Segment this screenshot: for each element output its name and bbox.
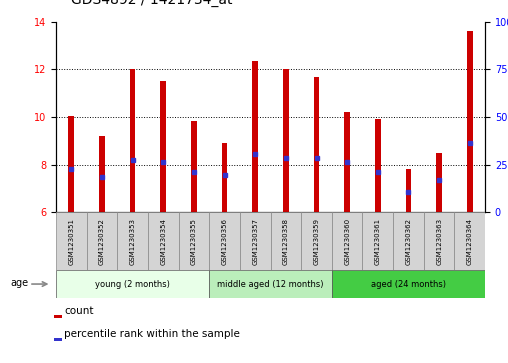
Text: GSM1230354: GSM1230354 — [160, 218, 166, 265]
Text: GSM1230353: GSM1230353 — [130, 218, 136, 265]
Bar — [209, 270, 332, 298]
Bar — [375, 119, 380, 212]
Text: GSM1230352: GSM1230352 — [99, 218, 105, 265]
Text: GDS4892 / 1421734_at: GDS4892 / 1421734_at — [71, 0, 233, 7]
Bar — [455, 212, 485, 270]
Bar — [86, 212, 117, 270]
Text: GSM1230361: GSM1230361 — [375, 218, 381, 265]
Bar — [209, 212, 240, 270]
Text: young (2 months): young (2 months) — [95, 280, 170, 289]
Text: GSM1230364: GSM1230364 — [467, 218, 473, 265]
Bar — [332, 212, 363, 270]
Text: GSM1230357: GSM1230357 — [252, 218, 258, 265]
Bar — [283, 69, 289, 212]
Bar — [252, 61, 258, 212]
Bar — [161, 81, 166, 212]
Text: percentile rank within the sample: percentile rank within the sample — [64, 329, 240, 339]
Bar — [178, 212, 209, 270]
Text: GSM1230355: GSM1230355 — [191, 218, 197, 265]
Text: GSM1230360: GSM1230360 — [344, 218, 350, 265]
Text: aged (24 months): aged (24 months) — [371, 280, 446, 289]
Text: count: count — [64, 306, 93, 317]
Bar — [69, 116, 74, 212]
Text: middle aged (12 months): middle aged (12 months) — [217, 280, 324, 289]
Bar — [54, 315, 62, 318]
Bar — [332, 270, 485, 298]
Bar — [148, 212, 178, 270]
Bar — [270, 212, 301, 270]
Bar — [130, 69, 135, 212]
Bar — [117, 212, 148, 270]
Bar — [56, 212, 86, 270]
Text: GSM1230356: GSM1230356 — [221, 218, 228, 265]
Bar — [191, 121, 197, 212]
Text: GSM1230351: GSM1230351 — [68, 218, 74, 265]
Bar — [424, 212, 455, 270]
Text: age: age — [10, 278, 28, 288]
Bar — [222, 143, 227, 212]
Bar — [467, 31, 472, 212]
Text: GSM1230358: GSM1230358 — [283, 218, 289, 265]
Text: GSM1230363: GSM1230363 — [436, 218, 442, 265]
Bar — [344, 112, 350, 212]
Bar — [406, 170, 411, 212]
Bar — [54, 338, 62, 341]
Bar — [301, 212, 332, 270]
Bar — [393, 212, 424, 270]
Bar — [240, 212, 270, 270]
Text: GSM1230359: GSM1230359 — [313, 218, 320, 265]
Bar — [99, 136, 105, 212]
Bar — [436, 153, 442, 212]
Bar — [56, 270, 209, 298]
Bar — [314, 77, 319, 212]
Text: GSM1230362: GSM1230362 — [405, 218, 411, 265]
Bar — [363, 212, 393, 270]
